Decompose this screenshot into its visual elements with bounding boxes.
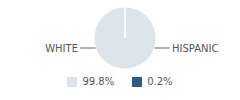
html-text:0.2%: 0.2% xyxy=(147,76,173,87)
svg-text:WHITE: WHITE xyxy=(45,43,78,54)
html-text:99.8%: 99.8% xyxy=(82,76,115,87)
svg-text:HISPANIC: HISPANIC xyxy=(172,43,218,54)
